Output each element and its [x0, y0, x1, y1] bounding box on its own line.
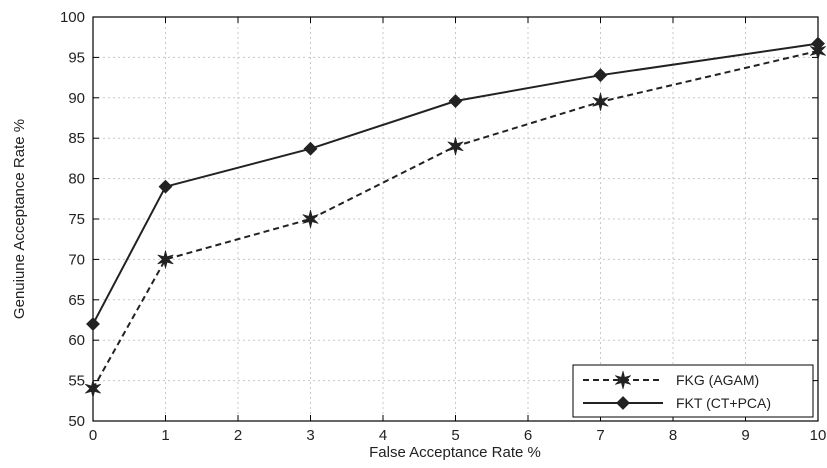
legend-box	[572, 364, 814, 418]
x-tick-label: 10	[810, 427, 827, 444]
x-tick-label: 8	[669, 427, 677, 444]
star-marker	[809, 41, 827, 61]
y-tick-label: 75	[68, 211, 85, 228]
series-2	[86, 36, 825, 331]
series-1	[84, 41, 827, 398]
x-tick-label: 2	[234, 427, 242, 444]
diamond-marker	[593, 68, 608, 83]
legend-item: FKG (AGAM)	[583, 370, 759, 390]
y-tick-label: 80	[68, 171, 85, 188]
y-tick-label: 90	[68, 90, 85, 107]
series-line	[92, 42, 819, 325]
legend: FKG (AGAM) FKT (CT+PCA)	[572, 364, 814, 418]
x-tick-label: 7	[596, 427, 604, 444]
diamond-marker	[158, 179, 173, 194]
ticks-layer: 0 1 2 3 4 5 6 7 8 9 10 50 55 60 65 70 75 80 85 90 95 100	[60, 9, 826, 444]
star-marker	[447, 137, 464, 156]
y-tick-label: 60	[68, 332, 85, 349]
legend-label: FKG (AGAM)	[676, 372, 759, 388]
diamond-marker	[86, 317, 100, 331]
legend-item: FKT (CT+PCA)	[583, 395, 771, 411]
star-marker	[157, 250, 174, 269]
star-marker	[614, 370, 632, 390]
grid-layer	[92, 16, 819, 422]
y-tick-label: 65	[68, 292, 85, 309]
series-layer	[84, 36, 827, 398]
series-line	[92, 49, 819, 390]
diamond-marker	[303, 141, 318, 156]
x-tick-label: 0	[89, 427, 97, 444]
y-tick-label: 55	[68, 373, 85, 390]
x-tick-label: 3	[306, 427, 314, 444]
y-tick-label: 70	[68, 251, 85, 268]
x-axis-title: False Acceptance Rate %	[369, 444, 541, 461]
star-marker	[302, 209, 319, 229]
diamond-marker	[448, 94, 463, 108]
y-tick-label: 50	[68, 413, 85, 430]
y-tick-label: 85	[68, 130, 85, 147]
x-tick-label: 4	[379, 427, 387, 444]
x-tick-label: 6	[524, 427, 532, 444]
diamond-marker	[811, 36, 825, 51]
y-axis-title: Genuiune Acceptance Rate %	[11, 119, 28, 319]
star-marker	[592, 92, 609, 111]
x-tick-label: 9	[741, 427, 749, 444]
y-tick-label: 100	[60, 9, 85, 26]
x-tick-label: 1	[161, 427, 169, 444]
y-tick-label: 95	[68, 49, 85, 66]
diamond-marker	[616, 396, 630, 410]
legend-label: FKT (CT+PCA)	[676, 395, 771, 411]
x-tick-label: 5	[451, 427, 459, 444]
star-marker	[84, 379, 102, 398]
